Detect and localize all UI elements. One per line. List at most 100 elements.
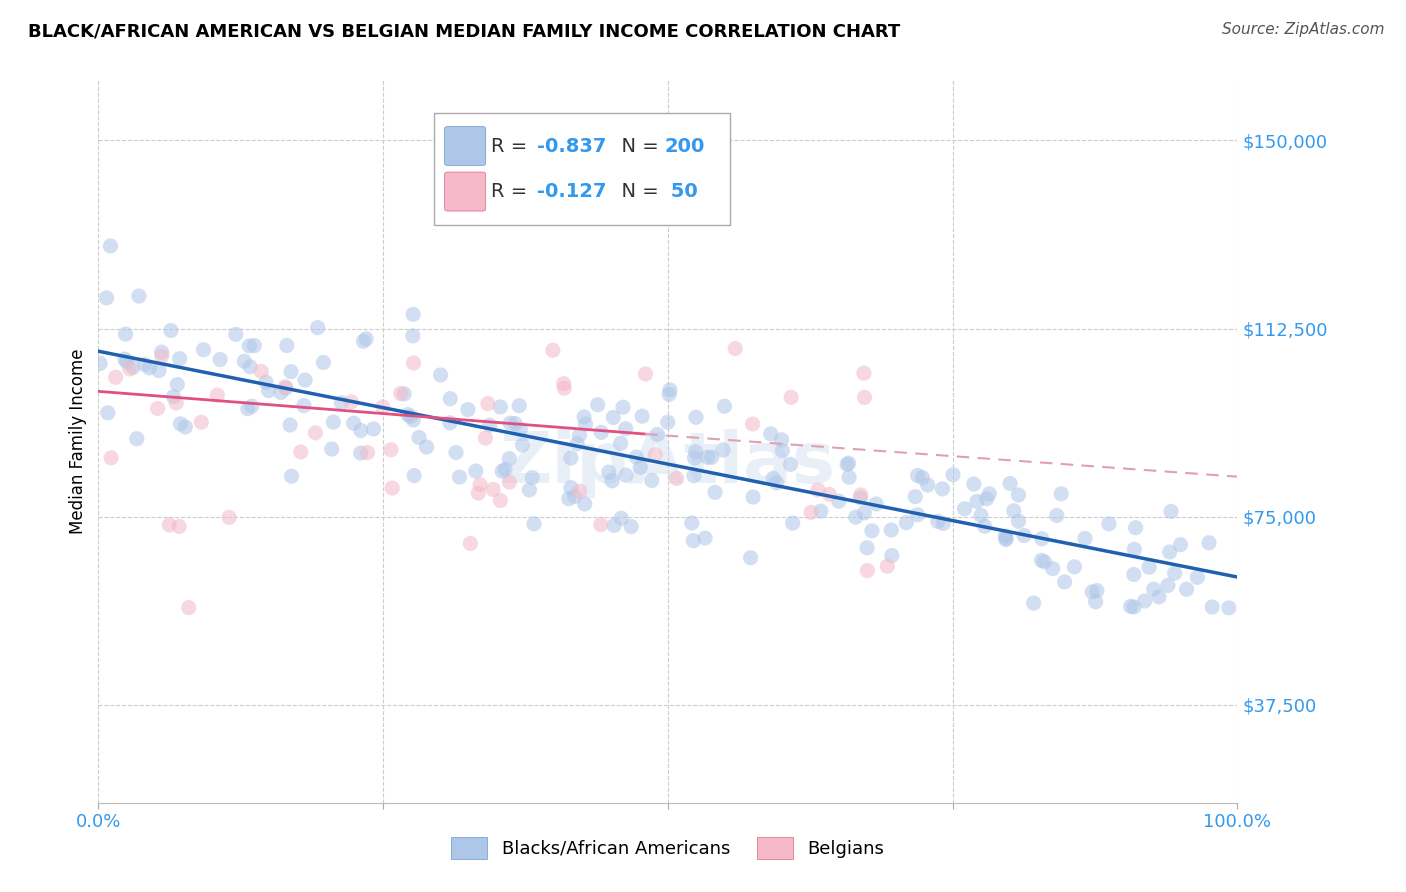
Point — [115, 355, 138, 369]
Point — [1081, 585, 1104, 599]
Point — [274, 381, 297, 395]
Point — [970, 508, 993, 523]
Point — [343, 416, 366, 430]
Point — [574, 417, 596, 432]
Point — [828, 494, 851, 508]
Point — [503, 417, 526, 431]
Point — [517, 483, 540, 497]
Point — [160, 324, 183, 338]
Point — [838, 456, 860, 470]
Point — [1007, 514, 1029, 528]
Point — [931, 482, 953, 496]
Point — [1084, 595, 1107, 609]
Text: R =: R = — [491, 182, 534, 201]
Point — [647, 427, 669, 442]
Point — [1046, 508, 1069, 523]
Point — [856, 564, 879, 578]
FancyBboxPatch shape — [444, 172, 485, 211]
Point — [685, 410, 707, 425]
Point — [780, 390, 803, 404]
Point — [1201, 600, 1223, 615]
Point — [96, 291, 118, 305]
Point — [270, 385, 292, 400]
Point — [174, 420, 197, 434]
Point — [835, 458, 858, 472]
Point — [998, 476, 1021, 491]
Point — [742, 490, 765, 504]
Text: 200: 200 — [665, 136, 704, 155]
Point — [683, 468, 706, 483]
Point — [97, 406, 120, 420]
Point — [125, 432, 148, 446]
Point — [1160, 504, 1182, 518]
Point — [770, 433, 793, 447]
Point — [402, 307, 425, 321]
Point — [1187, 570, 1209, 584]
Point — [257, 384, 280, 398]
Text: BLACK/AFRICAN AMERICAN VS BELGIAN MEDIAN FAMILY INCOME CORRELATION CHART: BLACK/AFRICAN AMERICAN VS BELGIAN MEDIAN… — [28, 22, 900, 40]
Point — [165, 396, 187, 410]
Point — [762, 471, 785, 485]
Point — [628, 460, 651, 475]
Point — [845, 510, 868, 524]
Point — [162, 390, 184, 404]
Point — [1098, 516, 1121, 531]
Point — [553, 381, 575, 395]
Point — [509, 422, 531, 436]
Text: -0.127: -0.127 — [537, 182, 606, 201]
Text: N =: N = — [609, 136, 665, 155]
Point — [523, 516, 546, 531]
Legend: Blacks/African Americans, Belgians: Blacks/African Americans, Belgians — [444, 830, 891, 866]
Point — [89, 356, 111, 370]
Point — [190, 415, 212, 429]
Point — [1012, 528, 1035, 542]
Point — [1022, 596, 1045, 610]
Point — [682, 533, 704, 548]
Point — [953, 501, 976, 516]
Point — [243, 338, 266, 352]
Point — [1042, 561, 1064, 575]
Point — [381, 481, 404, 495]
Point — [233, 354, 256, 368]
Point — [586, 398, 609, 412]
Point — [508, 399, 530, 413]
Point — [498, 451, 520, 466]
Point — [942, 467, 965, 482]
Point — [1063, 559, 1085, 574]
Point — [254, 375, 277, 389]
Point — [460, 536, 482, 550]
Point — [927, 515, 949, 529]
Point — [600, 474, 623, 488]
Point — [1170, 538, 1192, 552]
Point — [810, 504, 832, 518]
Point — [238, 339, 260, 353]
Point — [148, 363, 170, 377]
Point — [932, 516, 955, 531]
Point — [1198, 535, 1220, 549]
Point — [104, 370, 127, 384]
Point — [274, 380, 297, 394]
Point — [1125, 521, 1147, 535]
Point — [522, 470, 544, 484]
Point — [765, 475, 787, 490]
Text: N =: N = — [609, 182, 665, 201]
Point — [350, 446, 373, 460]
Point — [849, 491, 872, 505]
Point — [380, 442, 402, 457]
Point — [128, 289, 150, 303]
Point — [167, 519, 190, 533]
Point — [966, 494, 988, 508]
Point — [1119, 599, 1142, 614]
Point — [498, 475, 520, 489]
Point — [280, 365, 302, 379]
Point — [166, 377, 188, 392]
Point — [292, 399, 315, 413]
Point — [489, 493, 512, 508]
Point — [250, 364, 273, 378]
Point — [612, 401, 634, 415]
Point — [572, 409, 595, 424]
Point — [665, 471, 688, 485]
Text: Source: ZipAtlas.com: Source: ZipAtlas.com — [1222, 22, 1385, 37]
Point — [290, 445, 312, 459]
Point — [800, 505, 823, 519]
